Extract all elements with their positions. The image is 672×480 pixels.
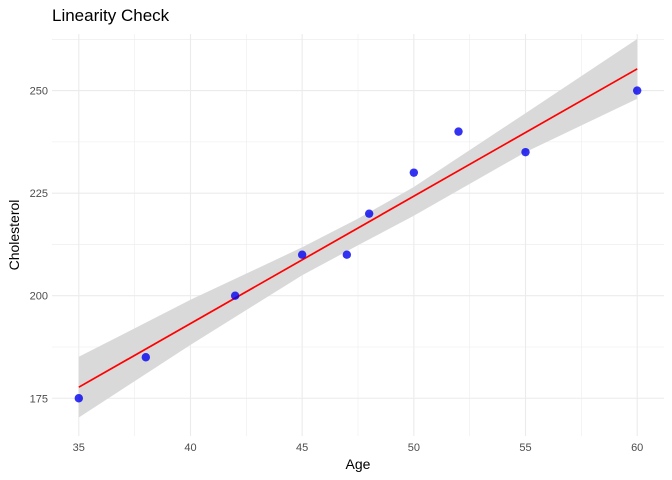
- data-point: [74, 394, 84, 403]
- data-point: [141, 353, 151, 362]
- x-tick-label: 40: [184, 442, 196, 454]
- x-axis-ticks: 35 40 45 50 55 60: [73, 442, 644, 454]
- data-point: [521, 147, 530, 157]
- y-axis-ticks: 175 200 225 250: [30, 86, 48, 406]
- x-tick-label: 60: [631, 442, 643, 454]
- y-tick-label: 175: [30, 393, 48, 405]
- x-tick-label: 50: [408, 442, 420, 454]
- y-tick-label: 250: [30, 86, 48, 98]
- chart-title: Linearity Check: [52, 6, 170, 25]
- y-tick-label: 200: [30, 291, 48, 303]
- data-point: [297, 250, 307, 259]
- y-tick-label: 225: [30, 188, 48, 200]
- x-axis-title: Age: [346, 456, 371, 472]
- data-point: [230, 291, 240, 300]
- data-point: [632, 86, 642, 95]
- y-axis-title: Cholesterol: [6, 200, 22, 271]
- data-point: [454, 127, 463, 136]
- x-tick-label: 35: [73, 442, 85, 454]
- x-tick-label: 55: [519, 442, 531, 454]
- regression-line: [78, 68, 638, 388]
- data-point: [364, 209, 374, 218]
- fit-line: [78, 68, 638, 388]
- data-points: [74, 86, 642, 403]
- data-point: [342, 250, 352, 259]
- data-point: [409, 168, 419, 177]
- x-tick-label: 45: [296, 442, 308, 454]
